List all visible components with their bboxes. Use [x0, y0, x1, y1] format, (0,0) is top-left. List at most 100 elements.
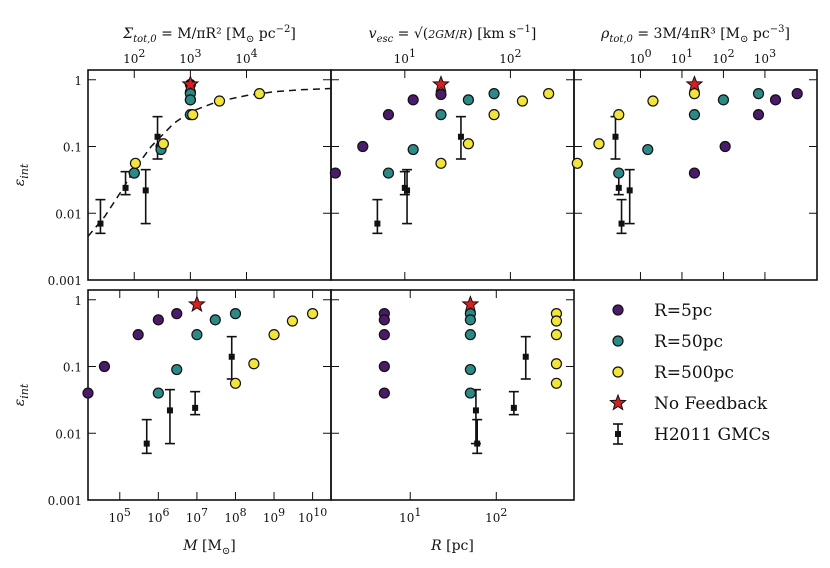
axis-title-main: v — [369, 26, 377, 42]
point-r-50pc — [407, 143, 419, 156]
y-axis-label: εint — [12, 163, 31, 186]
x-tick-base: 10 — [235, 52, 250, 66]
y-tick-label: 0.1 — [63, 141, 82, 155]
legend-entry: R=5pc — [612, 301, 712, 321]
y-axis-label-sub: int — [18, 383, 31, 399]
x-tick-exp: 6 — [162, 506, 169, 519]
model-curve — [88, 87, 331, 237]
x-tick-label: 108 — [224, 506, 246, 525]
point-r-500pc — [248, 358, 260, 370]
axis-title-close: ] — [784, 26, 789, 42]
errorbar-marker — [154, 133, 161, 140]
point-r-500pc — [543, 88, 555, 100]
x-tick-exp: 1 — [686, 47, 693, 60]
point-r-5pc — [152, 314, 164, 326]
gmc-errorbar — [455, 115, 466, 160]
point-r-50pc — [128, 167, 140, 179]
y-axis-label: εint — [12, 383, 31, 406]
y-tick-label: 0.01 — [55, 207, 82, 221]
point-r-5pc — [82, 387, 94, 399]
gmc-errorbar — [372, 198, 383, 235]
legend-entry: No Feedback — [609, 393, 768, 414]
x-tick-label: 102 — [485, 506, 507, 525]
point-r-50pc — [382, 167, 395, 179]
x-tick-base: 10 — [399, 511, 414, 525]
axis-title-frac-den: R — [458, 28, 467, 41]
errorbar-marker — [626, 187, 633, 194]
no-feedback-star — [187, 295, 206, 313]
x-tick-base: 10 — [485, 511, 500, 525]
point-r-5pc — [378, 314, 390, 326]
no-feedback-star — [432, 75, 450, 93]
legend-star — [609, 393, 627, 411]
point-r-50pc — [613, 167, 625, 179]
no-feedback-star — [685, 75, 704, 93]
point-r-50pc — [152, 387, 164, 399]
point-r-500pc — [647, 95, 659, 107]
x-tick-base: 10 — [298, 511, 313, 525]
errorbar-marker — [142, 187, 149, 194]
x-tick-label: 103 — [179, 47, 201, 66]
point-r-50pc — [184, 94, 196, 106]
errorbar-marker — [166, 407, 173, 414]
x-tick-label: 101 — [399, 506, 421, 525]
legend-marker — [612, 304, 624, 316]
axis-title-sub: esc — [377, 34, 394, 45]
point-r-50pc — [462, 94, 474, 106]
point-r-5pc — [435, 88, 447, 101]
axis-title-sub: tot,0 — [609, 34, 633, 45]
x-tick-label: 103 — [754, 47, 776, 66]
gmc-errorbar — [140, 168, 151, 225]
point-r-5pc — [719, 140, 731, 153]
point-r-500pc — [187, 109, 199, 121]
panel-frame — [330, 69, 575, 281]
x-tick-exp: 2 — [515, 47, 522, 60]
legend-label: R=50pc — [654, 332, 723, 352]
point-r-50pc — [688, 109, 701, 121]
x-tick-exp: 2 — [728, 47, 735, 60]
point-r-5pc — [132, 329, 144, 341]
point-r-5pc — [378, 329, 390, 341]
y-axis-label-main: ε — [12, 179, 28, 187]
x-tick-label: 101 — [671, 47, 693, 66]
axis-title-sun: ⊙ — [222, 546, 230, 557]
gmc-errorbar — [141, 418, 152, 455]
y-tick-label: 0.001 — [48, 494, 82, 508]
point-r-500pc — [488, 109, 500, 121]
point-r-5pc — [407, 94, 419, 106]
errorbar-marker — [615, 431, 621, 437]
errorbar-marker — [122, 184, 129, 191]
errorbar-marker — [457, 133, 464, 140]
x-tick-exp: 3 — [195, 47, 202, 60]
x-tick-label: 1010 — [298, 506, 327, 525]
x-tick-label: 101 — [394, 47, 416, 66]
point-r-5pc — [382, 109, 395, 121]
x-tick-exp: 7 — [201, 506, 208, 519]
axis-title-rest: [M — [198, 538, 222, 554]
x-tick-label: 107 — [186, 506, 208, 525]
x-tick-exp: 5 — [124, 506, 131, 519]
errorbar-marker — [522, 353, 529, 360]
gmc-errorbar — [610, 115, 621, 160]
point-r-5pc — [378, 360, 390, 373]
axis-title-close: ] — [290, 26, 295, 42]
point-r-5pc — [688, 167, 701, 179]
axis-title-sup: −3 — [770, 24, 785, 35]
point-r-50pc — [488, 88, 500, 100]
legend-label: No Feedback — [654, 394, 768, 414]
panel-frame — [573, 69, 818, 281]
axis-title-unit: pc — [748, 26, 769, 42]
point-r-500pc — [306, 308, 319, 320]
x-tick-base: 10 — [712, 52, 727, 66]
x-tick-base: 10 — [224, 511, 239, 525]
x-tick-label: 100 — [629, 47, 651, 66]
axis-title-close: ] — [531, 26, 536, 42]
errorbar-marker — [143, 440, 150, 447]
point-r-500pc — [516, 95, 529, 107]
axis-title-unit: [km s — [473, 26, 516, 42]
point-r-5pc — [98, 360, 111, 373]
